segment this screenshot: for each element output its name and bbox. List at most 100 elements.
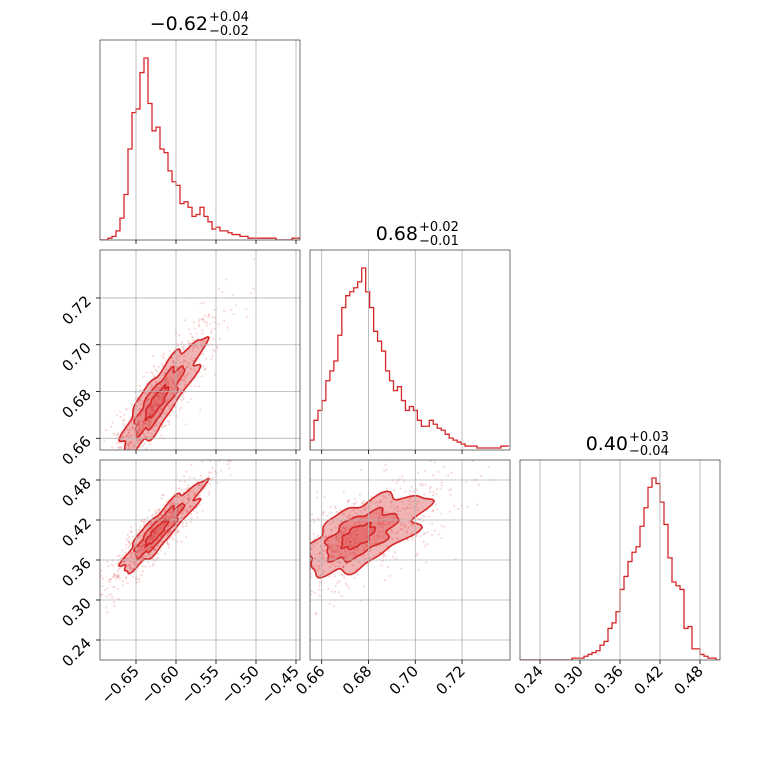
sample-point <box>162 356 165 359</box>
sample-point <box>321 557 324 560</box>
sample-point <box>159 527 162 530</box>
sample-point <box>148 523 151 527</box>
sample-point <box>172 510 175 513</box>
sample-point <box>104 458 106 460</box>
sample-point <box>172 501 175 504</box>
sample-point <box>408 497 412 500</box>
sample-point <box>332 550 335 553</box>
sample-point <box>111 585 114 588</box>
sample-point <box>153 405 156 408</box>
sample-point <box>128 541 131 545</box>
y-tick-label: 0.70 <box>58 339 94 375</box>
sample-point <box>211 466 214 470</box>
sample-point <box>373 536 376 539</box>
histogram-step-line <box>100 57 300 240</box>
sample-point <box>170 403 173 407</box>
sample-point <box>129 543 132 546</box>
sample-point <box>128 563 132 566</box>
sample-point <box>370 531 373 534</box>
sample-point <box>143 435 147 438</box>
sample-point <box>306 553 308 555</box>
sample-point <box>117 597 120 601</box>
scatter-contour-panel-1: 0.66 0.68 0.70 0.72 <box>58 249 301 469</box>
sample-point <box>399 509 402 512</box>
sample-point <box>96 452 98 454</box>
sample-point <box>362 499 366 503</box>
sample-point <box>171 360 174 363</box>
sample-point <box>138 548 141 552</box>
sample-point <box>191 338 194 342</box>
sample-point <box>150 534 153 537</box>
sample-point <box>382 522 385 525</box>
sample-point <box>189 505 192 508</box>
sample-point <box>149 528 152 531</box>
sample-point <box>353 548 356 552</box>
sample-point <box>339 529 342 532</box>
sample-point <box>352 503 356 506</box>
sample-point <box>171 514 174 517</box>
sample-point <box>313 545 316 548</box>
sample-point <box>329 522 332 526</box>
sample-point <box>116 562 119 566</box>
sample-point <box>171 379 174 382</box>
sample-point <box>144 392 147 395</box>
sample-point <box>155 386 158 390</box>
sample-point <box>425 561 428 564</box>
sample-point <box>417 508 420 512</box>
sample-point <box>141 420 145 423</box>
sample-point <box>149 422 152 425</box>
sample-point <box>398 477 401 480</box>
sample-point <box>111 596 114 599</box>
sample-point <box>147 547 150 551</box>
sample-point <box>126 434 129 437</box>
sample-point <box>379 500 383 503</box>
sample-point <box>131 425 134 428</box>
sample-point <box>404 507 407 511</box>
sample-point <box>137 423 140 426</box>
sample-point <box>471 460 474 463</box>
sample-point <box>349 540 352 543</box>
sample-point <box>149 405 152 408</box>
axes-frame <box>309 249 511 451</box>
sample-point <box>147 431 150 435</box>
sample-point <box>180 516 183 519</box>
sample-point <box>148 443 151 446</box>
sample-point <box>166 399 169 402</box>
sample-point <box>152 563 155 566</box>
sample-point <box>179 373 182 376</box>
sample-point <box>442 465 445 468</box>
sample-point <box>312 543 315 546</box>
sample-point <box>422 514 425 517</box>
sample-point <box>173 382 177 386</box>
sample-point <box>334 590 337 593</box>
sample-point <box>373 501 376 505</box>
sample-point <box>408 490 412 493</box>
sample-point <box>165 534 168 537</box>
sample-point <box>450 471 453 474</box>
sample-point <box>154 368 157 371</box>
sample-point <box>211 348 214 351</box>
sample-point <box>178 487 181 490</box>
sample-point <box>180 489 183 492</box>
sample-point <box>153 524 156 527</box>
sample-point <box>137 424 140 427</box>
sample-point <box>154 547 157 550</box>
sample-point <box>132 444 135 447</box>
sample-point <box>126 581 129 585</box>
sample-point <box>124 575 128 579</box>
sample-point <box>129 530 132 533</box>
sample-point <box>154 511 158 514</box>
sample-point <box>438 533 441 536</box>
sample-point <box>339 531 342 534</box>
sample-point <box>424 515 427 518</box>
sample-point <box>181 512 184 515</box>
sample-point <box>153 548 156 551</box>
sample-point <box>377 531 381 534</box>
sample-point <box>152 404 155 408</box>
sample-point <box>207 475 210 479</box>
sample-point <box>350 533 353 536</box>
sample-point <box>229 474 232 477</box>
sample-point <box>138 431 141 435</box>
sample-point <box>136 433 140 436</box>
sample-point <box>194 370 197 373</box>
